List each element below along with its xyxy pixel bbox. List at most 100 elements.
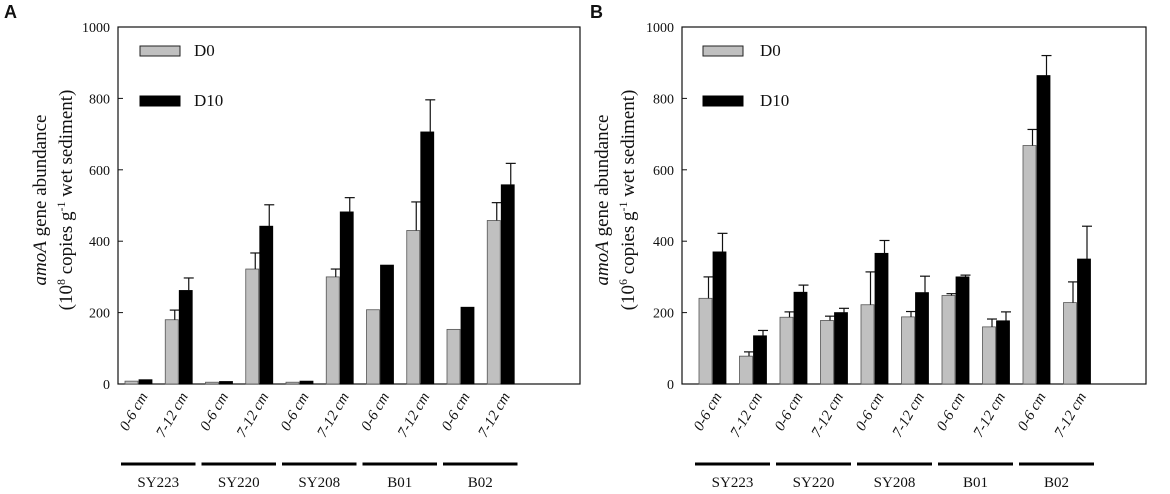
panel-a-bar-d0-1 [165,320,178,384]
panel-a-site-label-4: B02 [468,475,493,491]
panel-a-xtick-label-4: 0-6 cm [278,390,313,434]
panel-a-bar-d0-8 [447,329,460,384]
panel-a-legend-d0-label: D0 [194,41,215,60]
panel-b-bar-d0-3 [821,320,834,384]
panel-a-bar-d10-1 [179,290,192,384]
panel-a-bar-d0-2 [206,382,219,384]
panel-b-site-label-4: B02 [1044,475,1069,491]
panel-b-bar-d10-1 [754,336,767,384]
panel-a-ylabel-gene: amoA [30,241,51,286]
panel-b-bar-d0-5 [902,317,915,384]
panel-a-ylabel-prefix: (10 [56,285,77,310]
panel-a-xtick-label-1: 7-12 cm [153,390,191,440]
panel-a-ytick-label: 800 [89,92,110,107]
panel-a-ylabel-mid: copies g [56,211,77,279]
panel-a-ytick-label: 600 [89,164,110,179]
panel-a-bar-d10-2 [220,382,233,384]
panel-b-xtick-label-6: 0-6 cm [934,390,969,434]
panel-a-xtick-label-6: 0-6 cm [358,390,393,434]
panel-a-xtick-label-3: 7-12 cm [234,390,272,440]
panel-b-site-label-1: SY220 [793,475,835,491]
figure: A amoA gene abundance (108 copies g-1 we… [0,0,1170,494]
panel-b-bar-d10-7 [997,321,1010,384]
panel-a-bar-d10-3 [260,226,273,384]
panel-b-xtick-label-0: 0-6 cm [691,390,726,434]
panel-a-site-label-3: B01 [387,475,412,491]
panel-b-bar-d0-4 [861,305,874,384]
panel-b-xtick-label-9: 7-12 cm [1052,390,1090,440]
panel-a-site-label-0: SY223 [137,475,179,491]
panel-a-xtick-label-8: 0-6 cm [439,390,474,434]
panel-b-legend-d0-label: D0 [760,41,781,60]
panel-a-bar-d10-7 [421,132,434,384]
panel-b-site-label-2: SY208 [874,475,916,491]
panel-a-bar-d0-3 [246,269,259,384]
panel-b-ytick-label: 400 [653,235,674,250]
panel-b-ylabel-gene: amoA [592,241,613,286]
panel-b-site-label-0: SY223 [712,475,754,491]
panel-a-bar-d0-9 [487,220,500,384]
panel-b-ylabel-prefix: (10 [618,285,639,310]
panel-a-ylabel-line1: amoA gene abundance [30,115,51,286]
panel-a: A amoA gene abundance (108 copies g-1 we… [4,2,580,491]
panel-b-bar-d10-0 [713,252,726,384]
panel-a-ylabel-suffix: wet sediment) [56,90,77,202]
panel-b-ytick-label: 600 [653,164,674,179]
panel-b-marks: 020040060080010000-6 cm 7-12 cm 0-6 cm 7-12… [646,21,1094,491]
panel-b-ylabel-line1: amoA gene abundance [592,115,613,286]
panel-a-xtick-label-9: 7-12 cm [475,390,513,440]
panel-b-bar-d0-1 [740,356,753,384]
panel-b-xtick-label-8: 0-6 cm [1015,390,1050,434]
panel-b-bar-d0-2 [780,317,793,384]
panel-b-xtick-label-1: 7-12 cm [728,390,766,440]
panel-b: B amoA gene abundance (106 copies g-1 we… [590,2,1146,491]
panel-b-ylabel-suffix: wet sediment) [618,90,639,202]
panel-b-legend-d0-swatch [703,46,743,56]
panel-a-bar-d0-4 [286,382,299,384]
panel-b-bar-d0-7 [983,327,996,384]
panel-a-bar-d10-5 [340,212,353,384]
panel-b-bar-d10-6 [956,277,969,384]
panel-b-ytick-label: 1000 [646,21,674,36]
panel-a-bar-d0-0 [125,381,138,384]
panel-b-bar-d0-9 [1064,303,1077,384]
panel-a-ylabel-rest: gene abundance [30,115,51,242]
panel-b-bar-d10-5 [916,293,929,384]
panel-b-letter: B [590,2,603,22]
panel-a-bar-d10-9 [501,185,514,384]
panel-b-ylabel-sup: -1 [616,201,630,211]
panel-a-bar-d0-6 [367,310,380,384]
panel-a-ytick-label: 0 [103,378,110,393]
panel-b-xtick-label-3: 7-12 cm [809,390,847,440]
panel-a-xtick-label-5: 7-12 cm [314,390,352,440]
panel-b-legend-d10-label: D10 [760,91,789,110]
panel-a-ylabel-sup: -1 [54,201,68,211]
panel-a-legend-d10-swatch [140,96,180,106]
panel-b-bar-d0-0 [699,298,712,384]
panel-a-bar-d10-0 [139,380,152,384]
panel-b-ytick-label: 0 [667,378,674,393]
panel-b-xtick-label-4: 0-6 cm [853,390,888,434]
panel-a-xtick-label-2: 0-6 cm [197,390,232,434]
panel-a-bar-d10-6 [381,265,394,384]
panel-a-bar-d0-7 [407,230,420,384]
panel-a-ylabel-line2: (108 copies g-1 wet sediment) [54,90,77,311]
panel-b-xtick-label-7: 7-12 cm [971,390,1009,440]
panel-b-ylabel-mid: copies g [618,211,639,279]
panel-b-bar-d10-2 [794,292,807,384]
panel-a-legend-d10-label: D10 [194,91,223,110]
panel-a-ytick-label: 1000 [82,21,110,36]
panel-a-site-label-2: SY208 [298,475,340,491]
panel-b-bar-d10-3 [835,313,848,384]
panel-b-bar-d10-4 [875,253,888,384]
panel-b-xtick-label-5: 7-12 cm [890,390,928,440]
panel-a-letter: A [4,2,17,22]
panel-b-bar-d0-8 [1023,146,1036,384]
panel-b-ylabel-rest: gene abundance [592,115,613,242]
panel-a-bar-d10-8 [461,307,474,384]
panel-b-bar-d0-6 [942,295,955,384]
panel-b-legend-d10-swatch [703,96,743,106]
panel-b-bar-d10-8 [1037,76,1050,384]
panel-b-ytick-label: 800 [653,92,674,107]
